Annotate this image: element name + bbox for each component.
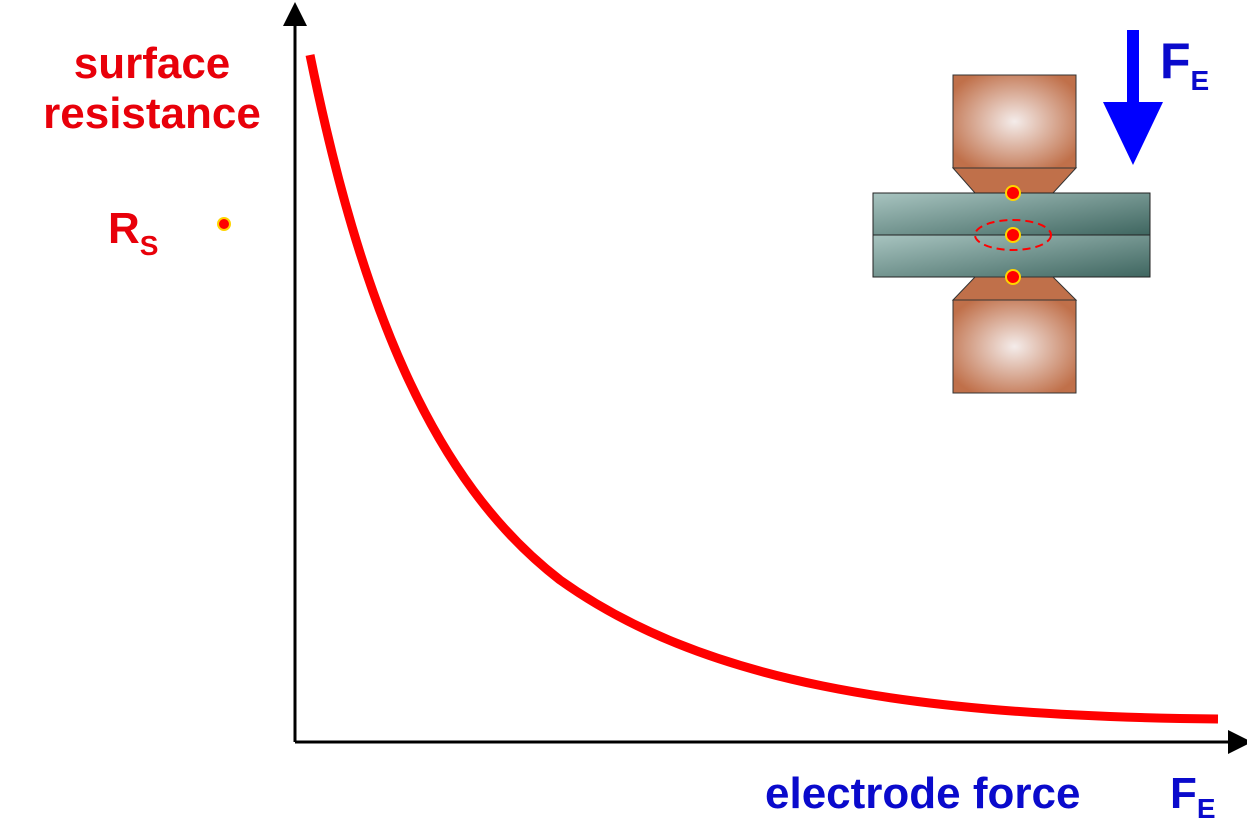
subscript: E (1197, 793, 1216, 822)
subscript: E (1191, 65, 1210, 96)
symbol: F (1170, 769, 1197, 818)
force-arrow-shaft (1127, 30, 1139, 105)
force-arrow-head (1103, 102, 1163, 165)
electrode-bottom (953, 300, 1076, 393)
electrode-inset: FE (873, 30, 1209, 393)
diagram: surface resistance RS FE electrode force… (0, 0, 1247, 822)
y-label-line: resistance (43, 89, 261, 138)
contact-dot (1006, 270, 1020, 284)
resistance-curve (310, 55, 1218, 719)
symbol: F (1160, 33, 1191, 89)
contact-dot (218, 218, 230, 230)
resistance-label: RS (108, 204, 158, 261)
electrode-top (953, 75, 1076, 168)
symbol: R (108, 204, 140, 253)
subscript: S (140, 230, 159, 261)
x-label: electrode force (765, 769, 1080, 818)
contact-dot (1006, 186, 1020, 200)
force-label: FE (1160, 33, 1209, 96)
x-label-symbol: FE (1170, 769, 1216, 822)
y-label-line: surface (74, 39, 231, 88)
contact-dot (1006, 228, 1020, 242)
